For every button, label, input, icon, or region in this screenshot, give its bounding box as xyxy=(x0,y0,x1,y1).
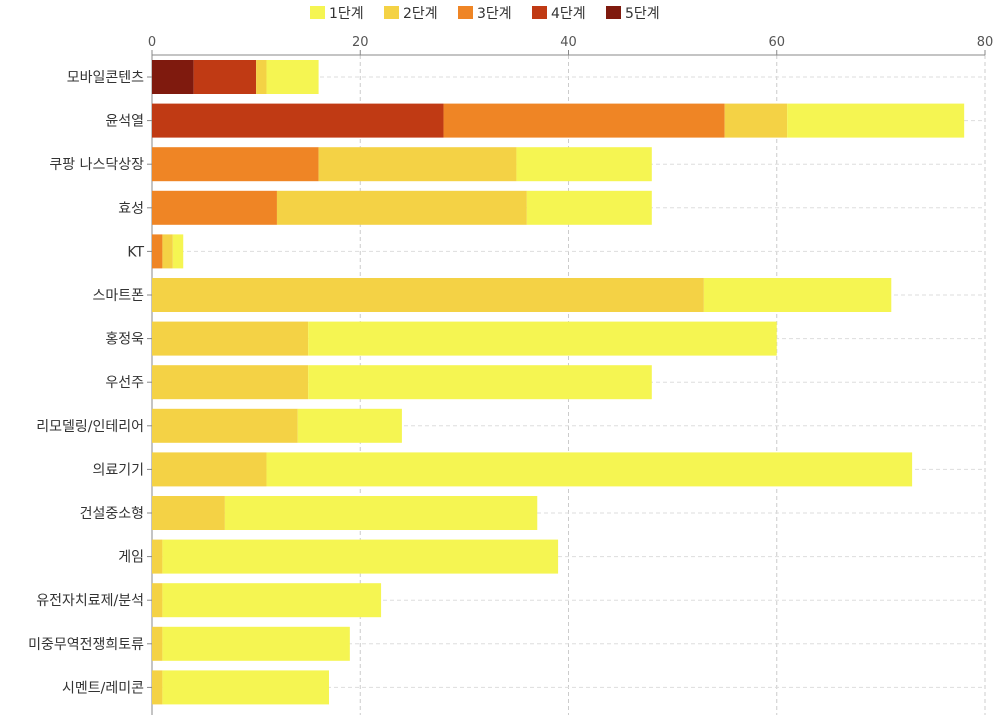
category-label: KT xyxy=(127,244,144,260)
bars xyxy=(152,60,965,705)
bar-segment xyxy=(308,365,652,400)
legend-swatch xyxy=(458,6,473,19)
bar-segment xyxy=(152,496,225,530)
bar-segment xyxy=(276,190,527,225)
bar-segment xyxy=(152,626,163,661)
bar-segment xyxy=(162,234,173,269)
category-label: 효성 xyxy=(118,201,144,217)
bar-segment xyxy=(152,670,163,705)
category-label: 스마트폰 xyxy=(92,288,144,304)
bar-segment xyxy=(152,452,267,487)
bar-segment xyxy=(162,583,382,618)
category-label: 우선주 xyxy=(105,375,144,391)
category-label: 시멘트/레미콘 xyxy=(62,680,144,696)
category-label: 미중무역전쟁희토류 xyxy=(28,637,144,653)
category-label: 모바일콘텐츠 xyxy=(67,70,144,86)
bar-segment xyxy=(152,190,277,225)
bar-segment xyxy=(516,147,652,182)
bar-segment xyxy=(193,60,257,94)
bar-segment xyxy=(162,539,559,574)
bar-segment xyxy=(152,539,163,574)
bar-segment xyxy=(152,321,309,356)
bar-segment xyxy=(443,103,725,138)
legend-label: 3단계 xyxy=(477,6,512,22)
category-label: 리모델링/인테리어 xyxy=(36,419,144,435)
category-label: 게임 xyxy=(118,550,144,566)
bar-segment xyxy=(724,103,788,138)
bar-segment xyxy=(162,670,330,705)
bar-segment xyxy=(152,234,163,269)
bar-segment xyxy=(266,60,319,94)
legend-label: 2단계 xyxy=(403,6,438,22)
bar-segment xyxy=(172,234,184,269)
legend-label: 5단계 xyxy=(625,6,660,22)
legend-label: 4단계 xyxy=(551,6,586,22)
bar-segment xyxy=(318,147,517,182)
bar-segment xyxy=(152,408,298,443)
bar-segment xyxy=(266,452,913,487)
bar-segment xyxy=(787,103,965,138)
category-label: 쿠팡 나스닥상장 xyxy=(49,157,144,173)
bar-segment xyxy=(162,626,350,661)
x-tick-label: 0 xyxy=(148,35,156,50)
bar-segment xyxy=(526,190,652,225)
category-label: 유전자치료제/분석 xyxy=(36,593,144,609)
bar-segment xyxy=(152,147,319,182)
x-tick-label: 80 xyxy=(977,35,994,50)
legend-swatch xyxy=(532,6,547,19)
bar-segment xyxy=(152,278,704,312)
x-tick-label: 20 xyxy=(352,35,369,50)
legend-label: 1단계 xyxy=(329,6,364,22)
bar-segment xyxy=(224,496,538,530)
bar-segment xyxy=(152,60,194,94)
category-label: 윤석열 xyxy=(105,114,144,130)
category-label: 홍정욱 xyxy=(105,332,144,348)
bar-segment xyxy=(152,103,444,138)
legend-swatch xyxy=(606,6,621,19)
bar-segment xyxy=(703,278,892,312)
bar-segment xyxy=(152,365,309,400)
legend-swatch xyxy=(310,6,325,19)
bar-segment xyxy=(297,408,402,443)
x-tick-label: 60 xyxy=(768,35,785,50)
bar-segment xyxy=(308,321,777,356)
legend: 1단계 2단계 3단계 4단계 5단계 xyxy=(310,6,660,22)
bar-segment xyxy=(256,60,267,94)
legend-swatch xyxy=(384,6,399,19)
x-tick-label: 40 xyxy=(560,35,577,50)
category-label: 건설중소형 xyxy=(80,506,144,522)
category-label: 의료기기 xyxy=(92,462,144,478)
bar-segment xyxy=(152,583,163,618)
